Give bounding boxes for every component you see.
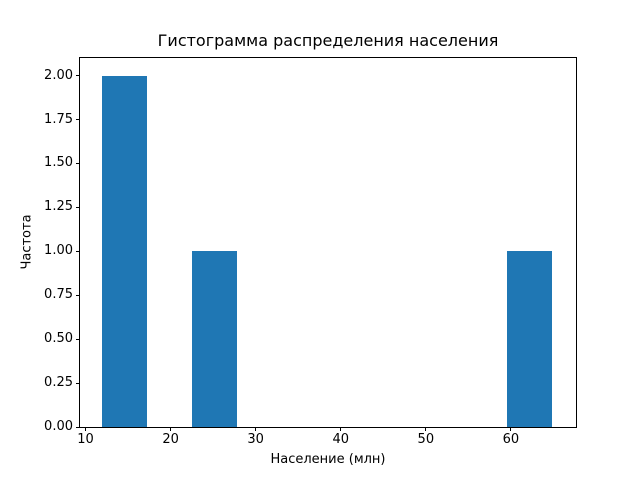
x-tick-label: 40 [332, 432, 350, 447]
plot-area [79, 57, 577, 428]
y-axis-label: Частота [19, 214, 35, 270]
y-tick-label: 1.00 [44, 243, 73, 259]
x-tick-mark [170, 427, 172, 431]
y-tick-mark [76, 426, 80, 428]
x-tick-label: 20 [162, 432, 179, 447]
y-tick-mark [76, 294, 80, 296]
x-tick-mark [510, 427, 512, 431]
x-tick-mark [425, 427, 427, 431]
y-tick-mark [76, 250, 80, 252]
x-tick-label: 50 [417, 432, 435, 447]
y-tick-label: 0.75 [44, 287, 73, 303]
x-tick-mark [255, 427, 257, 431]
y-tick-label: 1.50 [44, 155, 73, 171]
x-tick-mark [340, 427, 342, 431]
x-tick-label: 30 [247, 432, 264, 447]
chart-title: Гистограмма распределения населения [157, 31, 499, 50]
y-tick-mark [76, 119, 80, 120]
y-tick-mark [76, 206, 80, 208]
histogram-bar [191, 251, 237, 427]
y-tick-mark [76, 162, 80, 164]
y-tick-label: 0.50 [44, 331, 73, 347]
x-tick-label: 10 [77, 432, 94, 447]
y-tick-mark [76, 75, 80, 77]
y-tick-label: 0.00 [44, 419, 73, 434]
y-tick-label: 0.25 [44, 375, 73, 391]
y-tick-label: 2.00 [44, 67, 73, 83]
x-tick-mark [85, 427, 87, 431]
x-tick-label: 60 [502, 432, 520, 447]
y-tick-label: 1.75 [44, 111, 73, 127]
y-tick-mark [76, 382, 80, 384]
x-axis-label: Население (млн) [270, 452, 386, 467]
y-tick-mark [76, 338, 80, 340]
y-tick-label: 1.25 [44, 199, 73, 215]
histogram-bar [507, 251, 553, 427]
histogram-bar [101, 75, 147, 427]
